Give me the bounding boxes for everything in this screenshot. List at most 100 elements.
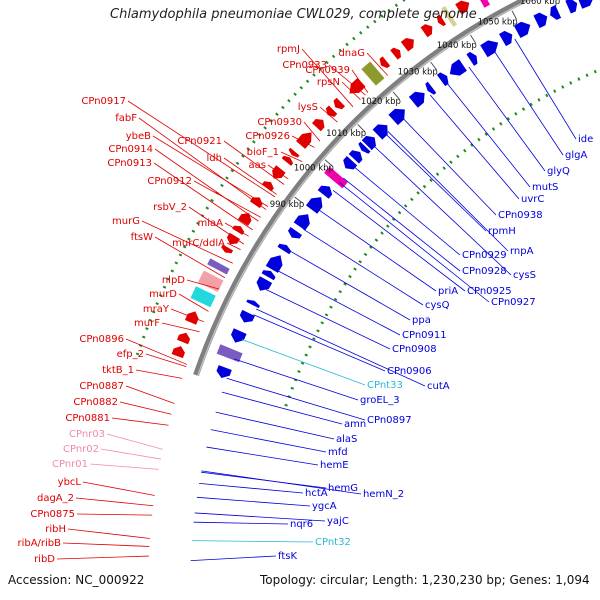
outer-leader-line [135, 369, 183, 379]
outer-leader-line [319, 106, 338, 123]
outer-leader-line [106, 433, 163, 450]
outer-gene-arrow [400, 38, 414, 52]
inner-gene-label: CPn0897 [367, 415, 412, 426]
outer-gene-label: ribA/ribB [17, 538, 61, 549]
inner-gene-arrow [358, 141, 371, 154]
inner-gene-arrow [277, 243, 292, 255]
inner-leader-line [514, 38, 577, 140]
inner-gene-label: priA [438, 286, 458, 297]
outer-gene-label: dagA_2 [37, 493, 74, 504]
outer-leader-line [153, 162, 253, 231]
inner-leader-line [429, 94, 520, 200]
inner-leader-line [233, 358, 359, 401]
tick-mark [324, 159, 333, 167]
outer-gene-label: ybcL [58, 477, 82, 488]
inner-gene-label: glyQ [547, 166, 570, 177]
tick-label: 1010 kbp [326, 129, 366, 139]
outer-gene-arrow [312, 119, 325, 132]
outer-leader-line [178, 293, 209, 312]
outer-leader-line [125, 338, 188, 365]
inner-leader-line [190, 555, 277, 562]
outer-leader-line [100, 448, 161, 460]
inner-gene-arrow [239, 309, 255, 323]
inner-gene-arrow [466, 51, 478, 66]
outer-gene-label: CPn0875 [30, 509, 75, 520]
outer-gene-arrow [185, 311, 199, 325]
inner-gene-arrow [246, 299, 260, 309]
gc-track-outer [135, 0, 407, 356]
inner-leader-line [353, 166, 461, 256]
tick-label: 1060 kbp [520, 0, 560, 7]
inner-gene-arrow [449, 59, 467, 76]
outer-feature-block [361, 61, 385, 86]
outer-leader-line [366, 52, 389, 76]
outer-leader-line [111, 417, 169, 426]
tick-mark [357, 124, 366, 132]
inner-gene-label: CPn0911 [402, 330, 447, 341]
outer-leader-line [152, 135, 269, 207]
inner-gene-label: CPn0908 [392, 344, 437, 355]
outer-leader-line [141, 220, 233, 264]
outer-gene-label: CPn0913 [107, 158, 152, 169]
inner-leader-line [266, 289, 391, 350]
inner-feature-block [324, 166, 348, 189]
inner-leader-line [253, 314, 386, 372]
outer-gene-label: aas [249, 160, 266, 171]
map-title: Chlamydophila pneumoniae CWL029, complet… [110, 7, 477, 22]
outer-gene-label: ldh [207, 153, 222, 164]
outer-gene-label: murD [149, 289, 177, 300]
inner-leader-line [468, 66, 546, 172]
inner-gene-label: amn [344, 419, 366, 430]
outer-gene-arrow [333, 97, 345, 110]
outer-gene-arrow [349, 77, 366, 94]
outer-gene-label: murC/ddlA [172, 238, 225, 249]
inner-gene-label: CPnt33 [367, 380, 403, 391]
outer-leader-line [127, 100, 276, 198]
inner-gene-label: CPnt32 [315, 537, 351, 548]
inner-leader-line [193, 521, 289, 525]
outer-leader-line [145, 353, 187, 367]
inner-gene-label: yajC [327, 516, 349, 527]
inner-leader-line [215, 411, 335, 440]
outer-leader-line [193, 180, 262, 218]
outer-gene-label: miaA [198, 218, 224, 229]
outer-leader-line [154, 236, 226, 279]
inner-gene-label: nqr6 [290, 519, 313, 530]
tick-label: 1050 kbp [478, 17, 518, 27]
inner-gene-arrow [293, 214, 310, 231]
outer-leader-line [119, 401, 172, 415]
inner-gene-label: CPn0927 [491, 297, 536, 308]
outer-gene-label: CPn0887 [79, 381, 124, 392]
inner-gene-label: CPn0928 [462, 266, 507, 277]
inner-gene-arrow [265, 255, 283, 273]
outer-gene-label: CPn0912 [147, 176, 192, 187]
outer-leader-line [226, 242, 241, 250]
outer-gene-label: CPn0930 [257, 117, 302, 128]
inner-gene-arrow [550, 5, 562, 20]
outer-gene-label: mraY [143, 304, 170, 315]
outer-leader-line [224, 222, 249, 237]
inner-gene-label: ygcA [312, 501, 337, 512]
outer-leader-line [341, 81, 361, 100]
outer-gene-label: ybeB [126, 131, 151, 142]
inner-gene-label: cysQ [425, 300, 450, 311]
inner-leader-line [276, 270, 401, 336]
outer-leader-line [170, 308, 204, 323]
outer-leader-line [351, 69, 369, 93]
outer-gene-label: CPn0917 [81, 96, 126, 107]
outer-gene-arrow [390, 47, 401, 60]
inner-leader-line [402, 117, 497, 216]
inner-gene-arrow [513, 21, 531, 38]
outer-gene-arrow [177, 332, 191, 345]
outer-gene-arrow [272, 165, 286, 179]
outer-feature-block [207, 258, 230, 275]
outer-leader-line [138, 117, 267, 210]
inner-gene-label: hemE [320, 460, 349, 471]
outer-gene-label: tktB_1 [102, 365, 134, 376]
inner-leader-line [206, 446, 319, 466]
inner-leader-line [317, 209, 437, 292]
backbone-arc [193, 0, 532, 377]
inner-gene-label: alaS [336, 434, 357, 445]
outer-feature-block [190, 286, 216, 308]
